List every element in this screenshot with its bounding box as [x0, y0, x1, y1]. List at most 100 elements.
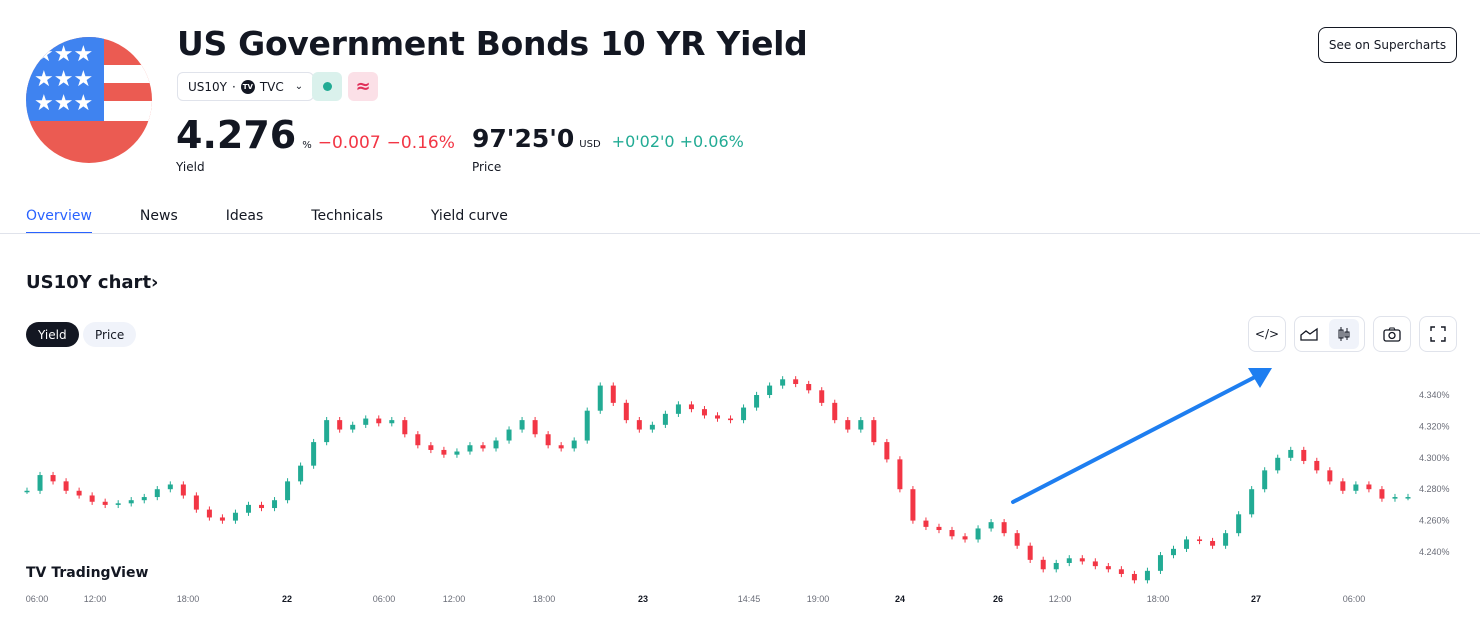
candle-body	[219, 517, 225, 521]
candle-body	[259, 504, 265, 509]
candle-body	[1236, 514, 1242, 534]
candle-body	[545, 434, 551, 446]
candle-body	[1027, 545, 1033, 560]
price-chart[interactable]: 4.340% 4.320% 4.300% 4.280% 4.260% 4.240% 06:0…	[0, 360, 1480, 623]
tab-news[interactable]: News	[139, 208, 178, 224]
candle-body	[571, 440, 577, 449]
candle-body	[636, 420, 642, 430]
candle-body	[584, 410, 590, 441]
candle-body	[1392, 497, 1398, 499]
candle-body	[1040, 559, 1046, 570]
price-change-pct: +0.06%	[679, 132, 744, 151]
candle-body	[1131, 573, 1137, 581]
candle-body	[701, 409, 707, 416]
tab-bar: Overview News Ideas Technicals Yield cur…	[26, 208, 508, 234]
market-status-badge[interactable]	[312, 72, 342, 101]
candle-body	[1092, 561, 1098, 567]
candle-body	[1327, 470, 1333, 482]
y-tick-label: 4.240%	[1419, 547, 1450, 557]
candle-body	[532, 420, 538, 435]
candle-body	[1079, 558, 1085, 562]
yield-unit: %	[302, 140, 312, 151]
candle-body	[1223, 533, 1229, 546]
candle-body	[272, 500, 278, 509]
candle-body	[884, 442, 890, 460]
x-tick-label: 06:00	[26, 594, 49, 604]
candle-body	[610, 385, 616, 403]
candle-body	[1105, 566, 1111, 570]
candle-body	[754, 395, 760, 408]
fullscreen-button[interactable]	[1419, 316, 1457, 352]
svg-text:★★★: ★★★	[34, 67, 93, 92]
annotation-arrow-line	[1011, 375, 1257, 504]
y-tick-label: 4.320%	[1419, 421, 1450, 431]
candle-body	[232, 512, 238, 521]
candle-body	[832, 402, 838, 421]
candle-body	[962, 536, 968, 540]
price-unit: USD	[579, 139, 601, 150]
candle-body	[493, 440, 499, 449]
x-tick-label: 26	[993, 594, 1003, 604]
embed-button[interactable]: </>	[1248, 316, 1286, 352]
tab-ideas[interactable]: Ideas	[225, 208, 264, 224]
candle-body	[597, 385, 603, 411]
candle-body	[1170, 548, 1176, 556]
candle-body	[1210, 541, 1216, 546]
area-chart-icon[interactable]	[1300, 327, 1318, 341]
symbol-selector[interactable]: US10Y · TV TVC ⌄	[177, 72, 315, 101]
x-tick-label: 12:00	[443, 594, 466, 604]
candle-body	[675, 404, 681, 414]
snapshot-button[interactable]	[1373, 316, 1411, 352]
x-tick-label: 27	[1251, 594, 1261, 604]
candle-body	[845, 420, 851, 430]
wave-badge[interactable]: ≈	[348, 72, 378, 101]
candle-body	[858, 420, 864, 430]
candle-body	[793, 379, 799, 385]
chart-type-group	[1294, 316, 1365, 352]
price-toggle[interactable]: Price	[83, 322, 137, 347]
candle-body	[1249, 489, 1255, 515]
tab-yield-curve[interactable]: Yield curve	[430, 208, 508, 224]
wave-icon: ≈	[355, 76, 371, 97]
candle-body	[167, 484, 173, 490]
candle-body	[871, 420, 877, 443]
candle-body	[897, 459, 903, 490]
candle-body	[389, 420, 395, 424]
candle-body	[337, 420, 343, 430]
divider	[0, 233, 1480, 234]
candle-body	[154, 489, 160, 498]
x-tick-label: 12:00	[1049, 594, 1072, 604]
x-tick-label: 18:00	[177, 594, 200, 604]
y-tick-label: 4.340%	[1419, 390, 1450, 400]
candle-body	[1288, 449, 1294, 458]
candle-body	[128, 500, 134, 504]
candlestick-icon	[1338, 327, 1350, 341]
candle-body	[662, 413, 668, 425]
x-tick-label: 22	[282, 594, 292, 604]
candle-body	[1405, 497, 1411, 499]
svg-text:★★★: ★★★	[34, 42, 93, 67]
chart-title-link[interactable]: US10Y chart›	[26, 272, 159, 293]
x-tick-label: 14:45	[738, 594, 761, 604]
candle-body	[806, 384, 812, 391]
candle-body	[767, 385, 773, 395]
tradingview-logo-icon: 𝗧𝗩	[26, 565, 47, 581]
candle-body	[558, 445, 564, 449]
candle-body	[1314, 460, 1320, 471]
tab-technicals[interactable]: Technicals	[311, 208, 383, 224]
yield-toggle[interactable]: Yield	[26, 322, 79, 347]
tab-overview[interactable]: Overview	[26, 208, 92, 234]
candle-body	[949, 530, 955, 537]
candle-body	[506, 429, 512, 441]
market-open-dot-icon	[322, 82, 332, 91]
candle-body	[1014, 533, 1020, 546]
x-tick-label: 06:00	[373, 594, 396, 604]
see-on-supercharts-button[interactable]: See on Supercharts	[1318, 27, 1457, 63]
candle-body	[415, 434, 421, 446]
tradingview-logo[interactable]: 𝗧𝗩 TradingView	[26, 565, 149, 581]
candles-button[interactable]	[1328, 319, 1359, 349]
candle-body	[936, 526, 942, 531]
y-tick-label: 4.260%	[1419, 516, 1450, 526]
candle-body	[1157, 555, 1163, 571]
candle-body	[193, 495, 199, 510]
